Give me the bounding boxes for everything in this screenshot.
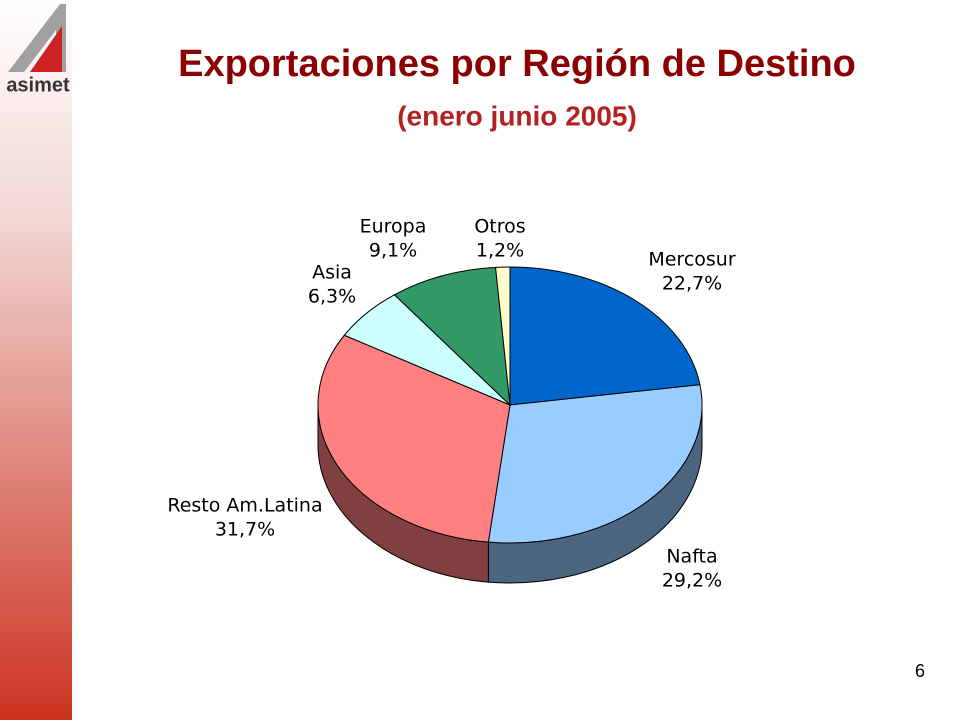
logo-text: asimet <box>6 74 70 96</box>
logo: asimet <box>6 4 70 96</box>
value-label: 22,7% <box>662 273 722 295</box>
value-label: 9,1% <box>369 240 417 262</box>
page-number: 6 <box>915 661 925 681</box>
slice-label: Nafta <box>666 546 717 568</box>
value-label: 29,2% <box>662 570 722 592</box>
slice-label: Mercosur <box>648 249 735 271</box>
slice <box>495 266 511 406</box>
side-strip <box>0 0 72 720</box>
slice-label: Resto Am.Latina <box>167 495 322 517</box>
slice <box>487 384 703 544</box>
value-label: 31,7% <box>215 519 275 541</box>
subtitle: (enero junio 2005) <box>397 100 637 131</box>
slice-label: Asia <box>312 262 352 284</box>
slice <box>509 266 701 406</box>
value-label: 1,2% <box>476 240 524 262</box>
title: Exportaciones por Región de Destino <box>178 43 856 85</box>
slice-label: Otros <box>474 216 525 238</box>
value-label: 6,3% <box>308 286 356 308</box>
slice-label: Europa <box>360 216 427 238</box>
slice <box>317 334 511 543</box>
slice <box>393 266 511 407</box>
